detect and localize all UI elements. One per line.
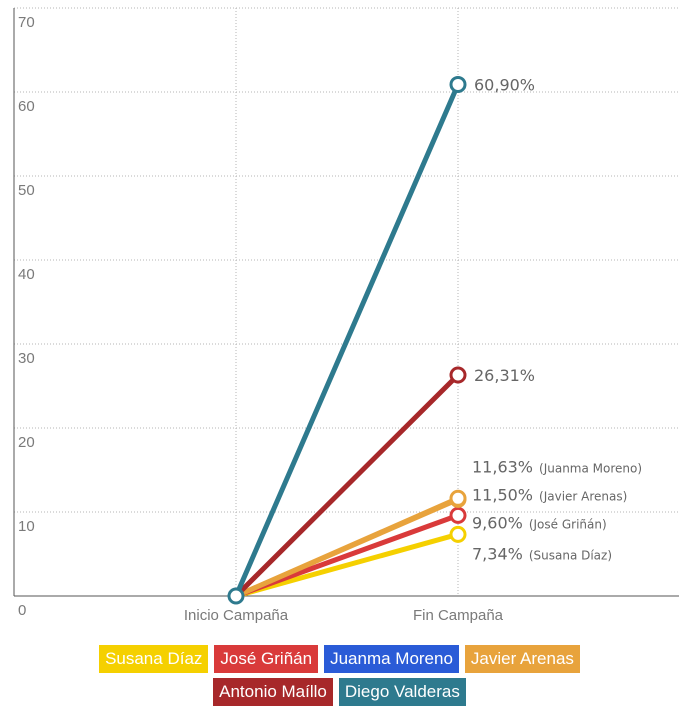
data-point xyxy=(449,506,467,524)
series-line xyxy=(233,372,461,599)
y-tick-label: 20 xyxy=(18,434,35,451)
line-chart: 0 10 20 30 40 50 60 70 Inicio Campaña Fin Campaña… xyxy=(13,7,679,624)
y-tick-label: 30 xyxy=(18,350,35,367)
legend-item[interactable]: Susana Díaz xyxy=(99,645,209,673)
data-point xyxy=(449,75,467,93)
x-tick-label: Inicio Campaña xyxy=(184,607,289,624)
value-label: 11,50% (Javier Arenas) xyxy=(472,485,627,504)
legend-item[interactable]: Diego Valderas xyxy=(338,678,466,706)
value-label-name: (Susana Díaz) xyxy=(529,548,612,562)
legend-item[interactable]: Juanma Moreno xyxy=(324,645,459,673)
y-tick-label: 0 xyxy=(18,602,26,619)
legend-item[interactable]: Javier Arenas xyxy=(464,645,580,673)
y-tick-label: 60 xyxy=(18,98,35,115)
y-tick-label: 50 xyxy=(18,182,35,199)
data-point xyxy=(449,366,467,384)
y-tick-label: 10 xyxy=(18,518,35,535)
legend-item[interactable]: José Griñán xyxy=(214,645,319,673)
y-tick-label: 70 xyxy=(18,14,35,31)
value-label: 11,63% (Juanma Moreno) xyxy=(472,457,642,476)
value-label-name: (Javier Arenas) xyxy=(539,489,627,503)
value-label: 7,34% (Susana Díaz) xyxy=(472,544,612,563)
legend-row-2: Antonio Maíllo Diego Valderas xyxy=(0,678,679,706)
value-label: 9,60% (José Griñán) xyxy=(472,513,607,532)
series-line xyxy=(233,495,461,599)
legend: Susana Díaz José Griñán Juanma Moreno Javie… xyxy=(0,645,679,711)
value-label-name: (José Griñán) xyxy=(529,517,607,531)
data-point xyxy=(227,587,245,605)
data-point xyxy=(449,525,467,543)
value-label-name: (Juanma Moreno) xyxy=(539,461,642,475)
y-tick-label: 40 xyxy=(18,266,35,283)
legend-row-1: Susana Díaz José Griñán Juanma Moreno Javie… xyxy=(0,645,679,673)
legend-item[interactable]: Antonio Maíllo xyxy=(213,678,333,706)
value-label: 26,31% xyxy=(474,366,535,385)
series-line xyxy=(233,531,461,599)
series-line xyxy=(233,81,461,599)
data-point xyxy=(449,489,467,507)
value-label: 60,90% xyxy=(474,75,535,94)
x-tick-label: Fin Campaña xyxy=(413,607,504,624)
